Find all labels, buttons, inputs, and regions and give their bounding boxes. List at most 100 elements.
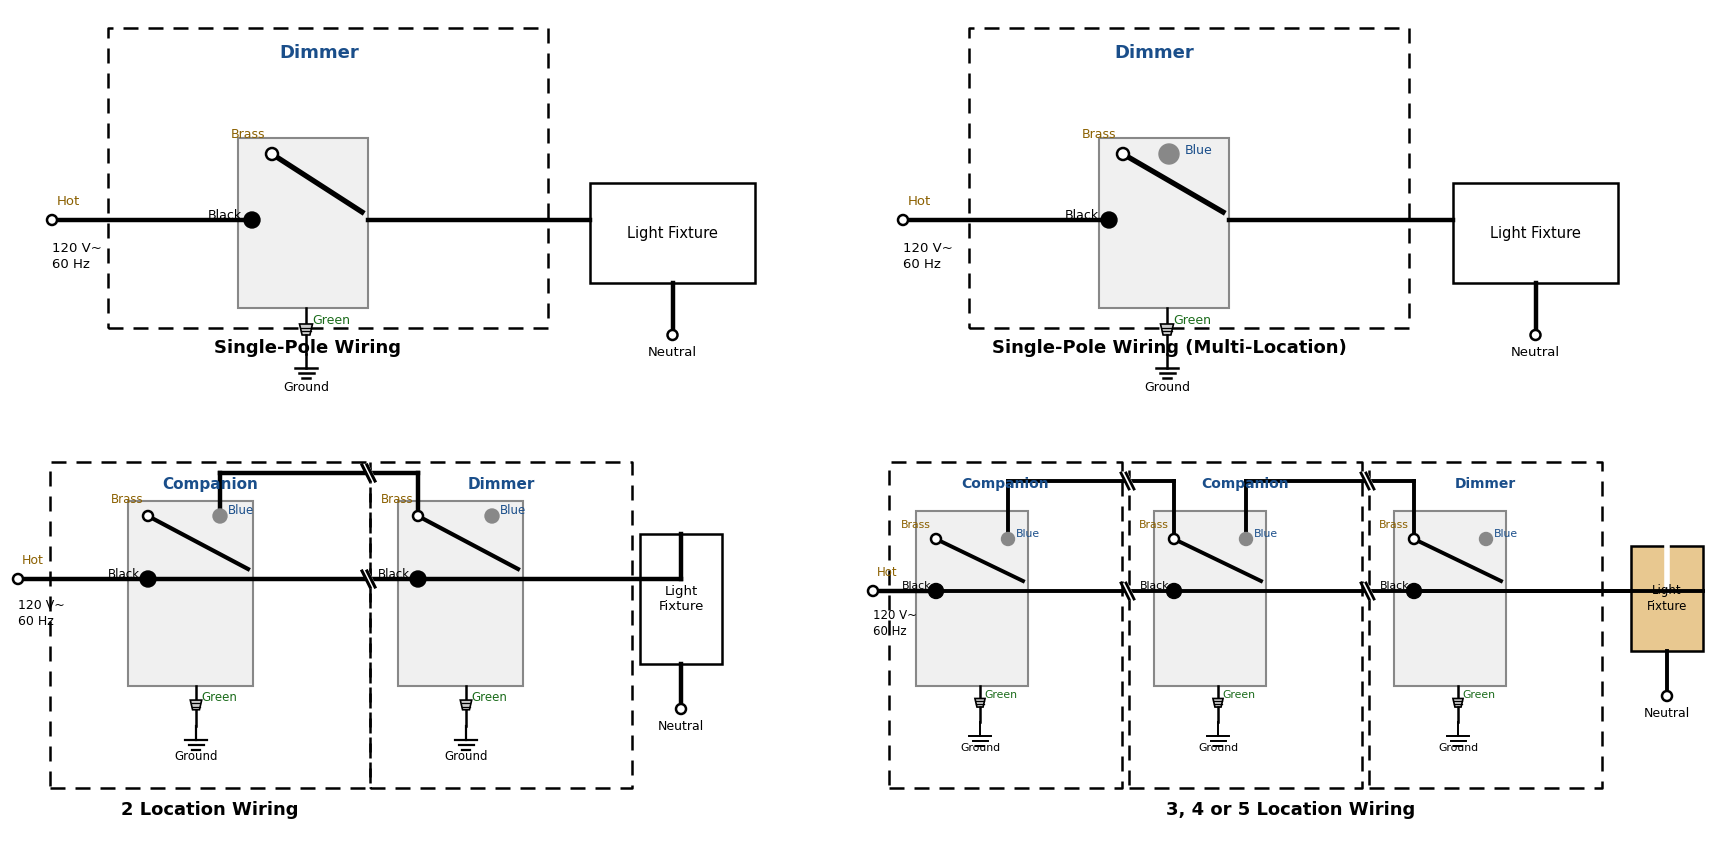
Text: Companion: Companion [961,477,1049,491]
Text: 3, 4 or 5 Location Wiring: 3, 4 or 5 Location Wiring [1166,801,1415,819]
Text: Light
Fixture: Light Fixture [1646,584,1688,613]
Circle shape [1662,691,1672,701]
Circle shape [932,534,940,544]
Text: Hot: Hot [57,195,81,208]
Circle shape [928,584,944,598]
Text: Light Fixture: Light Fixture [1490,226,1581,240]
Circle shape [677,704,685,714]
Bar [1154,511,1266,686]
Text: Brass: Brass [1140,520,1169,530]
Text: Green: Green [1223,690,1255,700]
Bar [398,501,523,686]
Text: Ground: Ground [959,743,1000,753]
Circle shape [1166,584,1181,598]
Circle shape [46,215,57,225]
Circle shape [868,586,878,596]
Text: Brass: Brass [110,493,143,506]
Text: Green: Green [983,690,1018,700]
Text: Dimmer: Dimmer [467,476,536,492]
Polygon shape [460,700,472,710]
Text: Green: Green [1462,690,1495,700]
Text: Brass: Brass [1379,520,1409,530]
Bar [591,183,754,283]
Text: Ground: Ground [1438,743,1477,753]
Text: Single-Pole Wiring: Single-Pole Wiring [215,339,401,357]
Text: Green: Green [312,314,350,327]
Text: 120 V~
60 Hz: 120 V~ 60 Hz [873,609,918,638]
Circle shape [486,509,499,523]
Text: 120 V~
60 Hz: 120 V~ 60 Hz [52,242,102,271]
Text: Dimmer: Dimmer [279,44,360,62]
Polygon shape [300,324,312,335]
Circle shape [668,330,677,340]
Text: Neutral: Neutral [1645,707,1689,720]
Circle shape [1169,534,1180,544]
Text: Dimmer: Dimmer [1455,477,1515,491]
Bar [127,501,253,686]
Text: Light
Fixture: Light Fixture [658,585,704,613]
Circle shape [1100,212,1118,228]
Text: Ground: Ground [282,381,329,394]
Text: Dimmer: Dimmer [1114,44,1193,62]
Polygon shape [975,699,985,707]
Text: Blue: Blue [227,504,255,518]
Text: Brass: Brass [901,520,932,530]
Text: Black: Black [379,568,410,580]
Text: 2 Location Wiring: 2 Location Wiring [121,801,298,819]
Text: 120 V~
60 Hz: 120 V~ 60 Hz [902,242,952,271]
Text: Black: Black [108,568,139,580]
Bar [1395,511,1507,686]
Circle shape [143,511,153,521]
Text: Black: Black [1140,581,1169,591]
Circle shape [1409,534,1419,544]
Text: Blue: Blue [1185,144,1212,157]
Circle shape [410,571,425,587]
Text: Black: Black [1064,208,1099,222]
Polygon shape [1212,699,1223,707]
Text: Black: Black [1379,581,1409,591]
Text: Ground: Ground [444,750,487,763]
Bar [1453,183,1619,283]
Text: Blue: Blue [1254,529,1278,539]
Bar [641,534,722,664]
Text: Green: Green [472,691,506,704]
Text: Black: Black [902,581,932,591]
Text: Neutral: Neutral [647,346,697,359]
Text: Brass: Brass [381,493,413,506]
Bar [1631,546,1703,651]
Bar [916,511,1028,686]
Circle shape [139,571,157,587]
Text: Ground: Ground [1199,743,1238,753]
Circle shape [14,574,22,584]
Circle shape [1479,532,1493,546]
Text: Brass: Brass [231,128,265,141]
Polygon shape [1453,699,1464,707]
Text: Hot: Hot [22,554,43,567]
Circle shape [245,212,260,228]
Circle shape [1407,584,1421,598]
Text: Black: Black [208,208,243,222]
Text: Blue: Blue [1016,529,1040,539]
Circle shape [214,509,227,523]
Polygon shape [1161,324,1173,335]
Text: Blue: Blue [1495,529,1519,539]
Text: Hot: Hot [907,195,932,208]
Circle shape [1531,330,1541,340]
Text: Ground: Ground [174,750,217,763]
Polygon shape [189,700,201,710]
Circle shape [897,215,907,225]
Text: Light Fixture: Light Fixture [627,226,718,240]
Text: Companion: Companion [1202,477,1290,491]
Text: Blue: Blue [499,504,527,518]
Text: Green: Green [201,691,238,704]
Text: Green: Green [1173,314,1211,327]
Circle shape [265,148,277,160]
Text: Neutral: Neutral [1510,346,1560,359]
Circle shape [1002,532,1014,546]
Text: 120 V~
60 Hz: 120 V~ 60 Hz [17,599,65,628]
Circle shape [1240,532,1252,546]
Text: Ground: Ground [1143,381,1190,394]
Text: Companion: Companion [162,476,258,492]
Text: Neutral: Neutral [658,720,704,733]
Text: Single-Pole Wiring (Multi-Location): Single-Pole Wiring (Multi-Location) [992,339,1347,357]
